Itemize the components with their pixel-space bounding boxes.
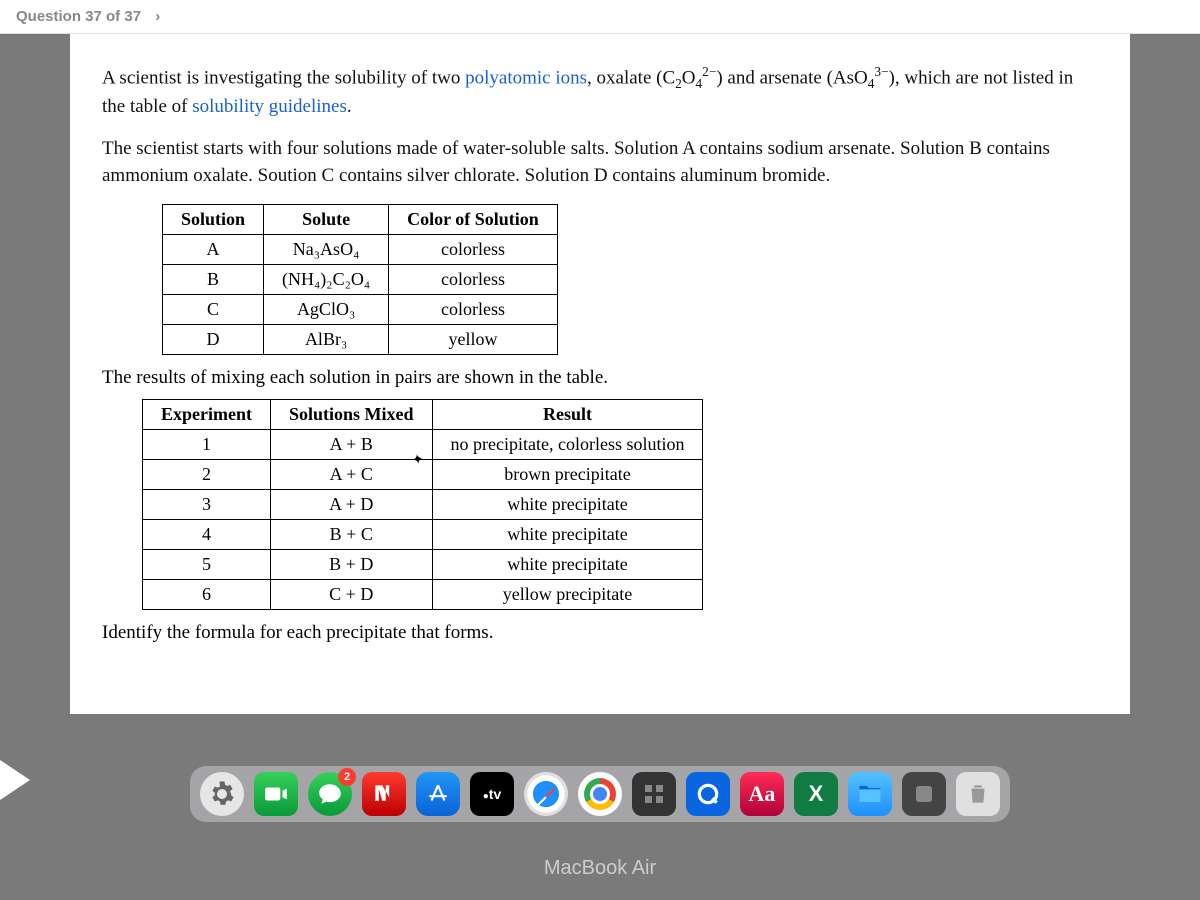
grid-icon xyxy=(642,782,666,806)
macbook-label: MacBook Air xyxy=(544,857,656,880)
q-icon xyxy=(695,781,721,807)
question-number: Question 37 of 37 xyxy=(16,8,141,25)
link-solubility-guidelines[interactable]: solubility guidelines xyxy=(192,96,347,117)
chrome-logo-icon xyxy=(584,778,616,810)
experiments-table: Experiment Solutions Mixed Result 1A + B… xyxy=(142,399,703,610)
mail-window-peek xyxy=(0,760,30,800)
question-nav-bar: Question 37 of 37 › xyxy=(0,0,1200,34)
table-row: 5B + Dwhite precipitate xyxy=(143,550,703,580)
between-tables-text: The results of mixing each solution in p… xyxy=(102,367,1098,389)
cursor-icon: ✦ xyxy=(411,451,426,470)
col-color: Color of Solution xyxy=(389,205,558,235)
a-icon xyxy=(425,781,451,807)
compass-icon xyxy=(530,778,562,810)
identify-instruction: Identify the formula for each precipitat… xyxy=(102,622,1098,644)
chat-bubble-icon xyxy=(317,781,343,807)
macos-dock: 2 ●tv Aa X xyxy=(190,766,1010,822)
table-row: 6C + Dyellow precipitate xyxy=(143,580,703,610)
chrome-icon[interactable] xyxy=(578,772,622,816)
trash-icon[interactable] xyxy=(956,772,1000,816)
table-row: B(NH₄)₂C₂O₄colorless xyxy=(163,265,558,295)
question-content: A scientist is investigating the solubil… xyxy=(70,34,1130,714)
netflix-icon[interactable] xyxy=(362,772,406,816)
table-row: 4B + Cwhite precipitate xyxy=(143,520,703,550)
quicktime-icon[interactable] xyxy=(686,772,730,816)
col-mixed: Solutions Mixed xyxy=(270,400,432,430)
solutions-table: Solution Solute Color of Solution ANa₃As… xyxy=(162,204,558,355)
col-result: Result xyxy=(432,400,703,430)
gear-icon xyxy=(207,779,237,809)
apple-tv-icon[interactable]: ●tv xyxy=(470,772,514,816)
dictionary-icon[interactable]: Aa xyxy=(740,772,784,816)
question-prompt-2: The scientist starts with four solutions… xyxy=(102,135,1098,190)
folder-icon xyxy=(856,780,884,808)
safari-icon[interactable] xyxy=(524,772,568,816)
app-store-icon[interactable] xyxy=(416,772,460,816)
link-polyatomic-ions[interactable]: polyatomic ions xyxy=(465,67,587,88)
camera-icon xyxy=(263,781,289,807)
table-row: CAgClO₃colorless xyxy=(163,295,558,325)
col-experiment: Experiment xyxy=(143,400,271,430)
bin-icon xyxy=(965,781,991,807)
squares-icon xyxy=(912,782,936,806)
downloads-folder-icon[interactable] xyxy=(848,772,892,816)
app-unknown-icon[interactable] xyxy=(632,772,676,816)
n-icon xyxy=(371,781,397,807)
question-prompt-1: A scientist is investigating the solubil… xyxy=(102,62,1098,121)
table-row: DAlBr₃yellow xyxy=(163,325,558,355)
col-solute: Solute xyxy=(264,205,389,235)
messages-icon[interactable]: 2 xyxy=(308,772,352,816)
system-settings-icon[interactable] xyxy=(200,772,244,816)
table-row: ANa₃AsO₄colorless xyxy=(163,235,558,265)
col-solution: Solution xyxy=(163,205,264,235)
excel-icon[interactable]: X xyxy=(794,772,838,816)
messages-badge: 2 xyxy=(338,768,356,786)
app-generic-icon[interactable] xyxy=(902,772,946,816)
next-question-chevron[interactable]: › xyxy=(155,8,160,25)
table-row: 3A + Dwhite precipitate xyxy=(143,490,703,520)
facetime-icon[interactable] xyxy=(254,772,298,816)
